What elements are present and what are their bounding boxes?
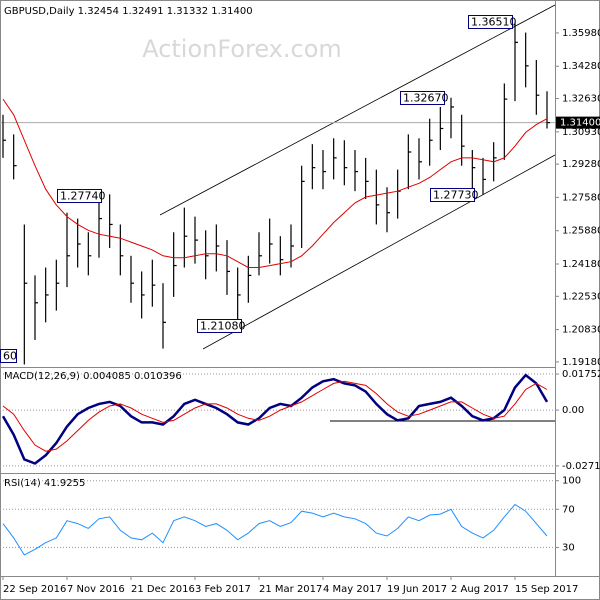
y-tick-label: 100: [562, 476, 581, 487]
y-tick-label: 1.27580: [562, 192, 600, 203]
x-tick-label: 21 Dec 2016: [131, 584, 195, 595]
x-tick-label: 7 Nov 2016: [67, 584, 125, 595]
last-price-box: [556, 116, 600, 129]
y-tick-label: 1.34280: [562, 61, 600, 72]
annotation: 60: [3, 350, 17, 363]
annotation: 1.21080: [200, 320, 246, 333]
y-tick-label: 1.25880: [562, 226, 600, 237]
annotation-box: [57, 189, 102, 203]
moving-average: [2, 98, 548, 268]
indicator-line: [2, 380, 548, 452]
annotation: 1.36510: [471, 16, 517, 29]
chart-title: GBPUSD,Daily 1.32454 1.32491 1.31332 1.3…: [4, 6, 253, 17]
x-tick-label: 3 Feb 2017: [195, 584, 251, 595]
y-tick-label: 1.32630: [562, 94, 600, 105]
y-tick-label: 1.30930: [562, 127, 600, 138]
y-tick-label: 0.00: [562, 405, 584, 416]
annotation-box: [0, 349, 17, 363]
indicator-line: [2, 503, 548, 556]
y-tick-label: 1.29280: [562, 159, 600, 170]
x-tick-label: 4 May 2017: [323, 584, 382, 595]
rsi-title: RSI(14) 41.9255: [4, 478, 85, 489]
x-tick-label: 15 Sep 2017: [515, 584, 578, 595]
annotation-box: [197, 319, 242, 333]
y-tick-label: 1.19180: [562, 357, 600, 368]
watermark: ActionForex.com: [142, 35, 342, 63]
x-tick-label: 19 Jun 2017: [387, 584, 447, 595]
channel-line: [202, 154, 556, 350]
y-tick-label: 1.22530: [562, 291, 600, 302]
y-tick-label: 1.35980: [562, 28, 600, 39]
macd-title: MACD(12,26,9) 0.004085 0.010396: [4, 371, 182, 382]
annotation: 1.27730: [433, 189, 479, 202]
annotation-box: [400, 91, 445, 105]
annotation: 1.27740: [60, 190, 106, 203]
x-tick-label: 22 Sep 2016: [3, 584, 66, 595]
annotation-box: [468, 15, 513, 29]
last-price-label: 1.31400: [560, 118, 600, 129]
x-tick-label: 21 Mar 2017: [259, 584, 322, 595]
y-tick-label: 70: [562, 504, 575, 515]
channel-line: [159, 4, 556, 216]
y-tick-label: 1.24180: [562, 259, 600, 270]
y-tick-label: 1.20830: [562, 325, 600, 336]
y-tick-label: -0.027169: [562, 461, 600, 472]
y-tick-label: 0.017521: [562, 369, 600, 380]
x-tick-label: 2 Aug 2017: [451, 584, 509, 595]
annotation: 1.32670: [403, 92, 449, 105]
annotation-box: [430, 188, 475, 202]
y-tick-label: 30: [562, 542, 575, 553]
